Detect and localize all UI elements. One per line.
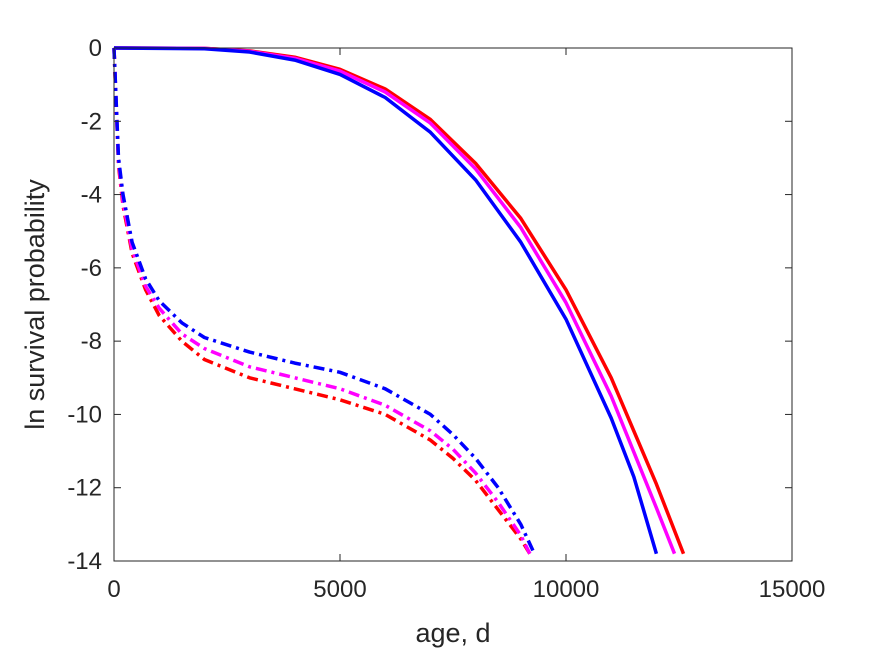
y-tick-label: 0 <box>89 35 102 62</box>
axes-layer: 0 5000 10000 15000 0 -2 -4 -6 -8 -10 -12 -14 <box>67 35 825 603</box>
y-axis-label: ln survival probability <box>20 179 50 430</box>
x-tick-label: 15000 <box>759 576 826 603</box>
y-tick-label: -10 <box>67 401 102 428</box>
x-axis-label: age, d <box>415 618 490 648</box>
y-tick-label: -2 <box>81 108 102 135</box>
y-tick-label: -6 <box>81 255 102 282</box>
y-tick-label: -12 <box>67 475 102 502</box>
y-tick-label: -14 <box>67 548 102 575</box>
plot-background <box>114 48 792 561</box>
y-tick-label: -4 <box>81 182 102 209</box>
series-line-6 <box>112 47 536 555</box>
series-line-3 <box>113 46 659 555</box>
x-tick-label: 5000 <box>313 576 366 603</box>
x-tick-label: 10000 <box>533 576 600 603</box>
plot-area <box>114 48 792 561</box>
x-tick-label: 0 <box>107 576 120 603</box>
series-layer <box>112 46 686 555</box>
y-tick-label: -8 <box>81 328 102 355</box>
axes-box <box>113 47 793 562</box>
